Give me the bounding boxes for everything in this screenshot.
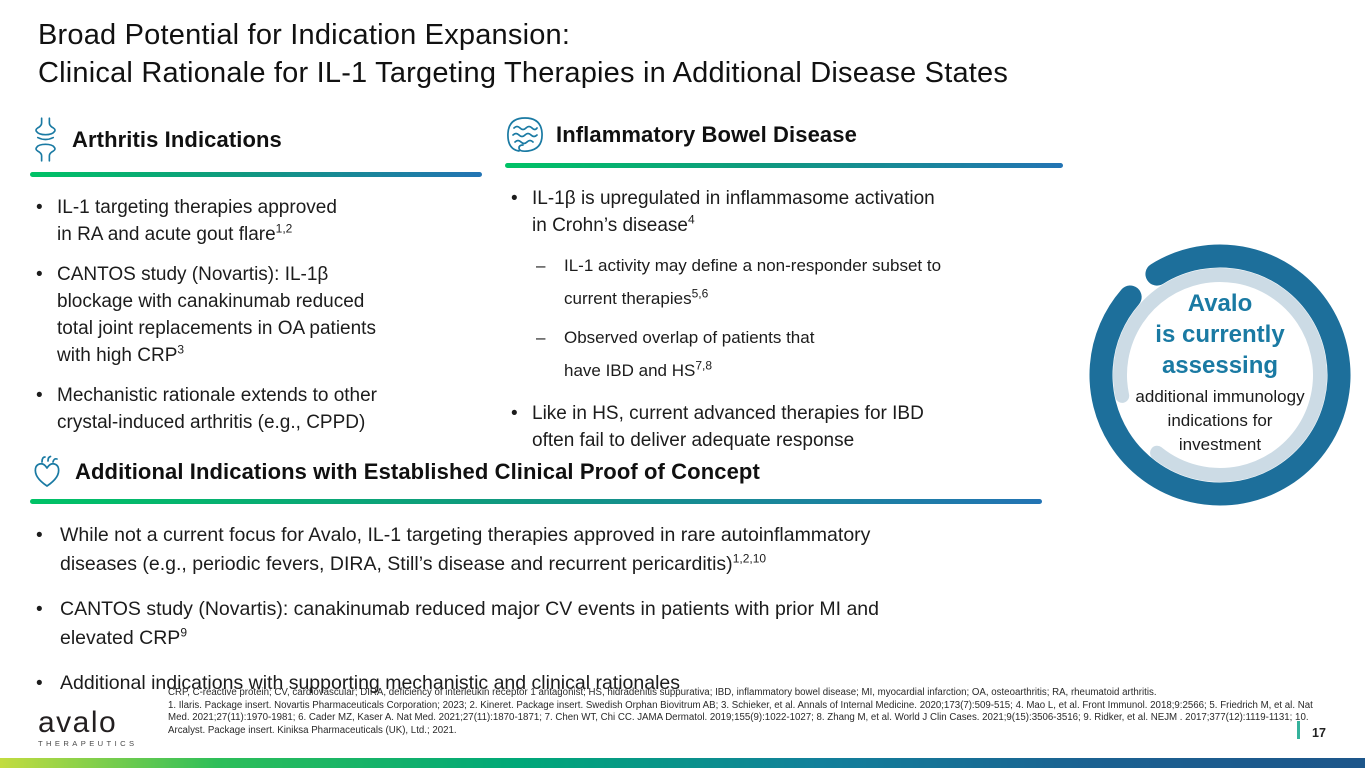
footnotes: CRP, C-reactive protein; CV, cardiovascu…	[168, 687, 1333, 737]
bullet-item: CANTOS study (Novartis): canakinumab red…	[30, 595, 1042, 653]
sub-bullet-list: IL-1 activity may define a non-responder…	[532, 249, 1063, 387]
avalo-logo: avalo THERAPEUTICS	[38, 706, 138, 749]
page-number-tick	[1297, 721, 1300, 739]
badge-body: additional immunology indications for in…	[1100, 385, 1340, 457]
badge-body-line2: indications for	[1167, 411, 1273, 430]
badge-text: Avalo is currently assessing additional …	[1100, 288, 1340, 457]
avalo-assessing-badge: Avalo is currently assessing additional …	[1078, 233, 1362, 517]
sub-bullet-item: Observed overlap of patients that have I…	[532, 321, 1063, 387]
section-title-additional: Additional Indications with Established …	[75, 458, 760, 484]
footnote-abbreviations: CRP, C-reactive protein; CV, cardiovascu…	[168, 687, 1157, 698]
slide-title-line2: Clinical Rationale for IL-1 Targeting Th…	[38, 57, 1009, 89]
logo-wordmark: avalo	[38, 706, 118, 739]
bullet-item: Additional indications with supporting m…	[30, 669, 1042, 698]
brush-circle-icon	[1089, 244, 1351, 506]
intestine-icon	[505, 116, 545, 154]
arthritis-bullet-list: IL-1 targeting therapies approved in RA …	[30, 194, 482, 436]
badge-highlight-line2: is currently	[1155, 321, 1285, 348]
additional-bullet-list: While not a current focus for Avalo, IL-…	[30, 521, 1042, 698]
bullet-item: IL-1β is upregulated in inflammasome act…	[505, 185, 1063, 387]
badge-body-line1: additional immunology	[1135, 387, 1305, 406]
section-additional: Additional Indications with Established …	[30, 453, 1042, 714]
bullet-item: While not a current focus for Avalo, IL-…	[30, 521, 1042, 579]
bottom-gradient-bar	[0, 758, 1365, 768]
gradient-divider	[30, 499, 1042, 504]
bullet-item: Like in HS, current advanced therapies f…	[505, 400, 1063, 454]
footnote-references: 1. Ilaris. Package insert. Novartis Phar…	[168, 699, 1313, 736]
badge-highlight-line3: assessing	[1161, 352, 1279, 379]
section-arthritis: Arthritis Indications IL-1 targeting the…	[30, 116, 482, 449]
ibd-bullet-list: IL-1β is upregulated in inflammasome act…	[505, 185, 1063, 454]
section-ibd: Inflammatory Bowel Disease IL-1β is upre…	[505, 116, 1063, 467]
logo-subtext: THERAPEUTICS	[38, 739, 138, 748]
badge-body-line3: investment	[1178, 435, 1262, 454]
sub-bullet-item: IL-1 activity may define a non-responder…	[532, 249, 1063, 315]
page-number: 17	[1312, 726, 1326, 740]
gradient-divider	[30, 172, 482, 177]
heart-icon	[30, 453, 64, 490]
joint-icon	[30, 116, 61, 163]
section-title-ibd: Inflammatory Bowel Disease	[556, 122, 857, 147]
slide-title-line1: Broad Potential for Indication Expansion…	[38, 19, 571, 51]
gradient-divider	[505, 163, 1063, 168]
slide-title: Broad Potential for Indication Expansion…	[38, 16, 1008, 92]
section-title-arthritis: Arthritis Indications	[72, 126, 282, 152]
bullet-item: CANTOS study (Novartis): IL-1β blockage …	[30, 261, 482, 369]
bullet-item: Mechanistic rationale extends to other c…	[30, 382, 482, 436]
bullet-item: IL-1 targeting therapies approved in RA …	[30, 194, 482, 248]
badge-highlight-line1: Avalo	[1187, 290, 1253, 317]
